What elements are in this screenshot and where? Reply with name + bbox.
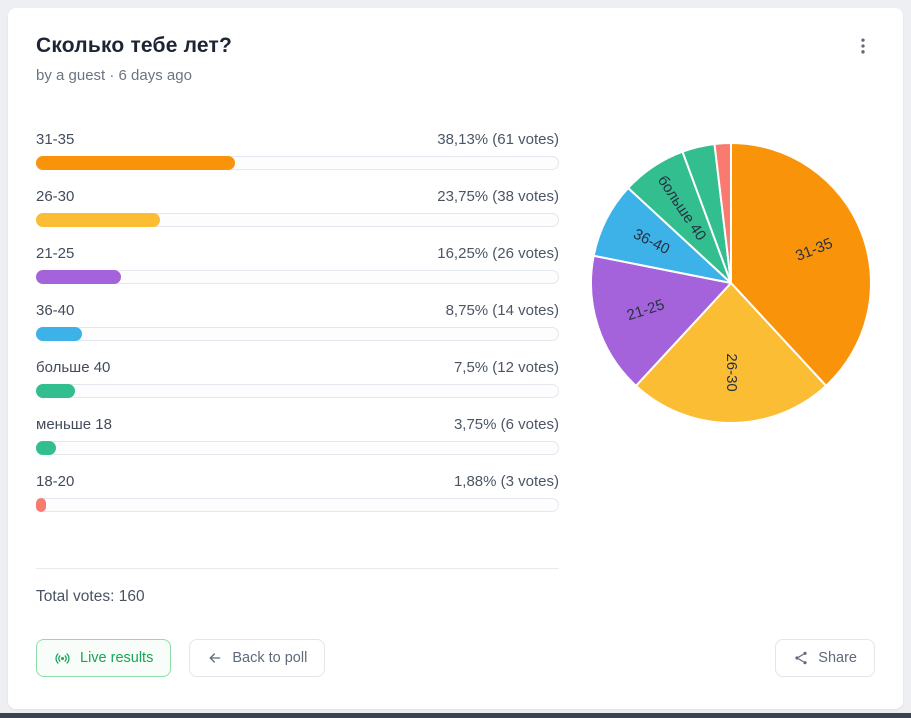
pie-slice xyxy=(634,282,828,424)
result-row: 26-30 23,75% (38 votes) xyxy=(36,188,559,227)
bar-track xyxy=(36,213,559,227)
card-header: Сколько тебе лет? xyxy=(36,34,875,58)
pie-slice xyxy=(730,142,872,387)
result-row: 36-40 8,75% (14 votes) xyxy=(36,302,559,341)
option-percentage: 8,75% (14 votes) xyxy=(445,302,559,319)
bar-track xyxy=(36,441,559,455)
result-head: больше 40 7,5% (12 votes) xyxy=(36,359,559,376)
pie-slice xyxy=(590,254,732,387)
result-head: 36-40 8,75% (14 votes) xyxy=(36,302,559,319)
page-bottom-bar xyxy=(0,713,911,718)
result-head: 18-20 1,88% (3 votes) xyxy=(36,473,559,490)
result-row: меньше 18 3,75% (6 votes) xyxy=(36,416,559,455)
option-percentage: 7,5% (12 votes) xyxy=(453,359,559,376)
result-row: 21-25 16,25% (26 votes) xyxy=(36,245,559,284)
footer-actions: Live results Back to poll Share xyxy=(36,639,875,677)
option-label: 21-25 xyxy=(36,245,75,262)
live-icon xyxy=(55,652,70,664)
pie-chart: 31-35 26-30 21-25 36-40 больше 40 xyxy=(559,137,877,530)
share-label: Share xyxy=(818,650,857,666)
poll-title: Сколько тебе лет? xyxy=(36,34,232,57)
option-label: меньше 18 xyxy=(36,416,112,433)
option-percentage: 38,13% (61 votes) xyxy=(437,131,559,148)
option-label: 31-35 xyxy=(36,131,75,148)
live-results-label: Live results xyxy=(80,650,154,666)
total-votes: Total votes: 160 xyxy=(36,588,145,605)
option-label: 26-30 xyxy=(36,188,75,205)
bar-fill xyxy=(36,384,76,398)
bar-track xyxy=(36,498,559,512)
option-percentage: 23,75% (38 votes) xyxy=(437,188,559,205)
pie-slice xyxy=(713,142,732,284)
result-head: меньше 18 3,75% (6 votes) xyxy=(36,416,559,433)
option-label: больше 40 xyxy=(36,359,111,376)
bar-fill xyxy=(36,213,161,227)
option-percentage: 1,88% (3 votes) xyxy=(453,473,559,490)
result-head: 26-30 23,75% (38 votes) xyxy=(36,188,559,205)
bar-fill xyxy=(36,270,121,284)
back-to-poll-button[interactable]: Back to poll xyxy=(189,639,326,677)
results-list: 31-35 38,13% (61 votes) 26-30 23,75% (38 vo… xyxy=(36,131,559,530)
option-percentage: 3,75% (6 votes) xyxy=(453,416,559,433)
option-label: 36-40 xyxy=(36,302,75,319)
divider xyxy=(36,568,559,569)
back-arrow-icon xyxy=(210,653,221,663)
poll-card: Сколько тебе лет? by a guest · 6 days ag… xyxy=(8,8,903,709)
pie-slice-label: 26-30 xyxy=(723,353,740,391)
share-icon xyxy=(795,651,807,665)
kebab-menu-button[interactable] xyxy=(851,34,875,58)
share-button[interactable]: Share xyxy=(775,639,875,677)
bar-fill xyxy=(36,327,82,341)
bar-fill xyxy=(36,441,56,455)
kebab-icon xyxy=(861,38,865,54)
result-row: 18-20 1,88% (3 votes) xyxy=(36,473,559,512)
option-label: 18-20 xyxy=(36,473,75,490)
result-head: 31-35 38,13% (61 votes) xyxy=(36,131,559,148)
result-row: больше 40 7,5% (12 votes) xyxy=(36,359,559,398)
bar-fill xyxy=(36,498,46,512)
live-results-button[interactable]: Live results xyxy=(36,639,172,677)
bar-track xyxy=(36,156,559,170)
option-percentage: 16,25% (26 votes) xyxy=(437,245,559,262)
bar-fill xyxy=(36,156,236,170)
bar-track xyxy=(36,384,559,398)
bar-track xyxy=(36,327,559,341)
footer-left-group: Live results Back to poll xyxy=(36,639,326,677)
results-content: 31-35 38,13% (61 votes) 26-30 23,75% (38 vo… xyxy=(36,131,875,530)
bar-track xyxy=(36,270,559,284)
back-to-poll-label: Back to poll xyxy=(232,650,308,666)
poll-byline: by a guest · 6 days ago xyxy=(36,67,192,84)
result-row: 31-35 38,13% (61 votes) xyxy=(36,131,559,170)
result-head: 21-25 16,25% (26 votes) xyxy=(36,245,559,262)
